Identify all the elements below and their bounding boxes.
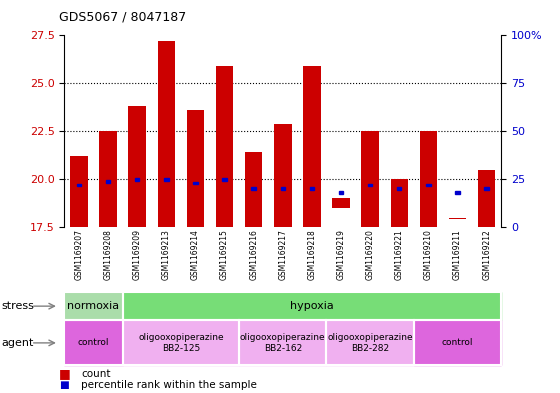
Text: GSM1169221: GSM1169221: [395, 229, 404, 280]
Bar: [251, 187, 256, 190]
Text: normoxia: normoxia: [67, 301, 120, 311]
Bar: [70, 156, 88, 227]
Bar: [274, 123, 292, 227]
Text: GSM1169214: GSM1169214: [191, 229, 200, 280]
Bar: [135, 178, 139, 181]
Text: GSM1169216: GSM1169216: [249, 229, 258, 280]
Bar: [361, 131, 379, 227]
Text: GSM1169212: GSM1169212: [482, 229, 491, 280]
Text: hypoxia: hypoxia: [290, 301, 334, 311]
Bar: [157, 41, 175, 227]
Text: control: control: [442, 338, 473, 347]
Text: GSM1169215: GSM1169215: [220, 229, 229, 280]
Text: GSM1169213: GSM1169213: [162, 229, 171, 280]
Bar: [222, 178, 227, 181]
Bar: [77, 184, 81, 186]
Text: GSM1169218: GSM1169218: [307, 229, 316, 280]
Bar: [186, 110, 204, 227]
Text: agent: agent: [1, 338, 34, 348]
Text: GSM1169220: GSM1169220: [366, 229, 375, 280]
Bar: [332, 198, 350, 208]
Bar: [193, 182, 198, 184]
Bar: [310, 187, 314, 190]
Bar: [426, 184, 431, 186]
Text: GSM1169217: GSM1169217: [278, 229, 287, 280]
Bar: [478, 170, 496, 227]
Bar: [455, 191, 460, 194]
Text: GSM1169209: GSM1169209: [133, 229, 142, 280]
Bar: [281, 187, 285, 190]
Bar: [216, 66, 234, 227]
Bar: [339, 191, 343, 194]
Text: oligooxopiperazine
BB2-282: oligooxopiperazine BB2-282: [328, 333, 413, 353]
Bar: [128, 107, 146, 227]
Text: ■: ■: [59, 380, 68, 389]
Text: percentile rank within the sample: percentile rank within the sample: [81, 380, 257, 389]
Bar: [368, 184, 372, 186]
Text: stress: stress: [1, 301, 34, 311]
Bar: [449, 218, 466, 219]
Text: GDS5067 / 8047187: GDS5067 / 8047187: [59, 11, 186, 24]
Text: GSM1169207: GSM1169207: [74, 229, 83, 280]
Bar: [484, 187, 489, 190]
Text: GSM1169211: GSM1169211: [453, 229, 462, 280]
Text: ■: ■: [59, 367, 71, 380]
Bar: [106, 180, 110, 183]
Bar: [99, 131, 117, 227]
Bar: [164, 178, 169, 181]
Text: oligooxopiperazine
BB2-162: oligooxopiperazine BB2-162: [240, 333, 325, 353]
Text: GSM1169219: GSM1169219: [337, 229, 346, 280]
Bar: [419, 131, 437, 227]
Text: GSM1169208: GSM1169208: [104, 229, 113, 280]
Bar: [390, 179, 408, 227]
Bar: [245, 152, 263, 227]
Text: oligooxopiperazine
BB2-125: oligooxopiperazine BB2-125: [138, 333, 223, 353]
Bar: [303, 66, 321, 227]
Text: count: count: [81, 369, 111, 379]
Text: control: control: [78, 338, 109, 347]
Bar: [397, 187, 402, 190]
Text: GSM1169210: GSM1169210: [424, 229, 433, 280]
